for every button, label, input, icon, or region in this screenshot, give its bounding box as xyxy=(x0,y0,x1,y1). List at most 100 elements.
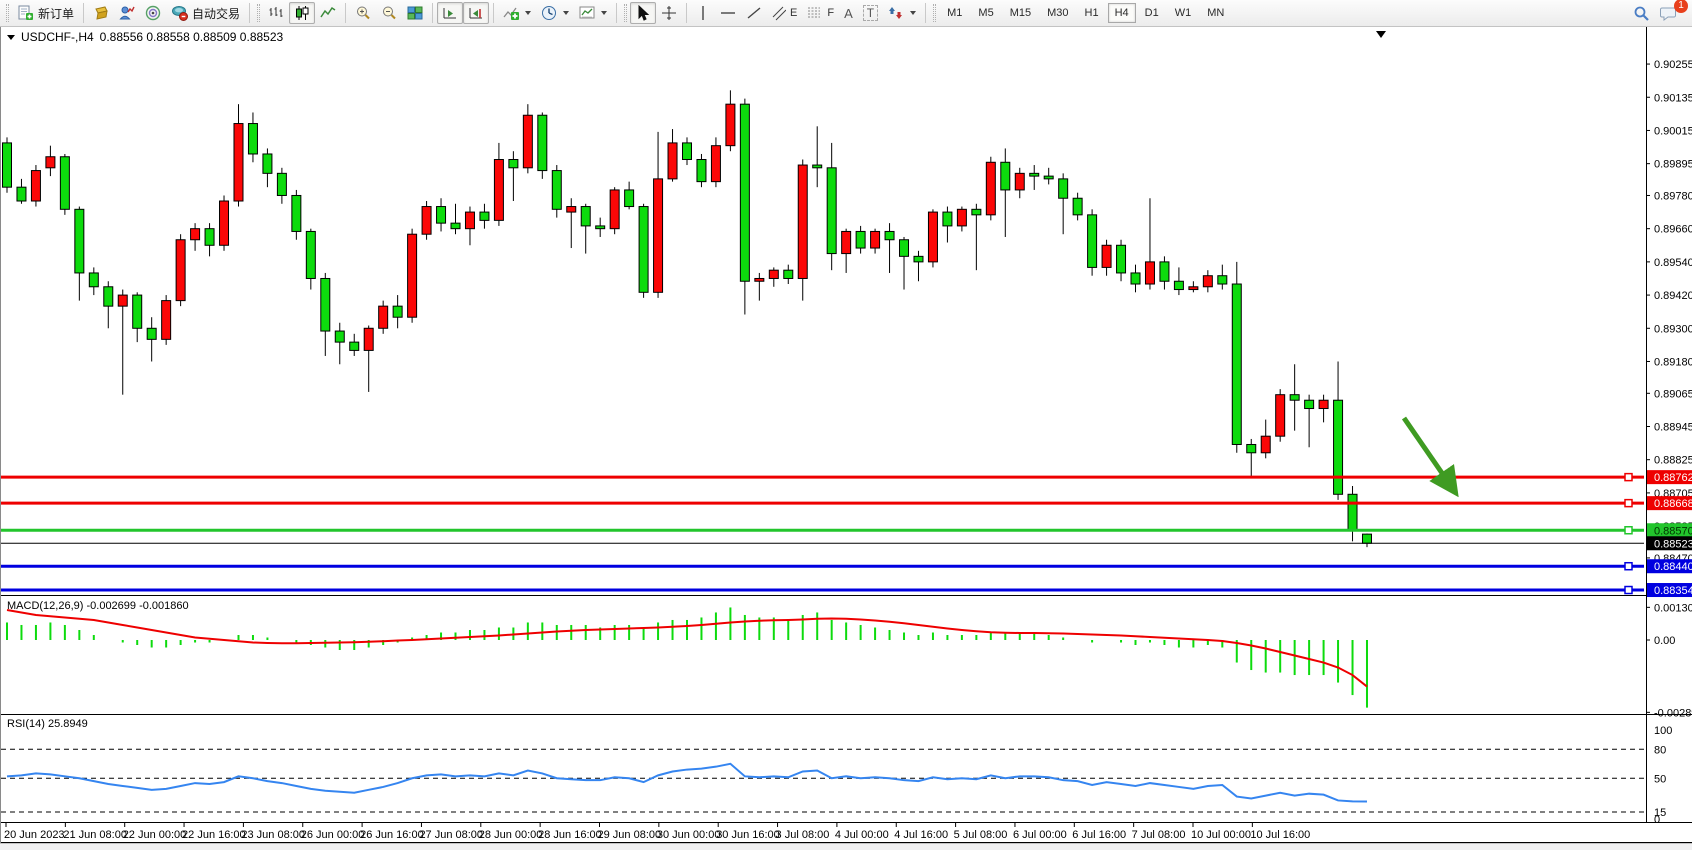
candle-bullish[interactable] xyxy=(45,156,56,169)
candle-bearish[interactable] xyxy=(146,327,157,340)
candle-bullish[interactable] xyxy=(667,142,678,180)
fibonacci-tool-button[interactable]: F xyxy=(802,2,839,24)
level-handle[interactable] xyxy=(1624,585,1633,595)
templates-button[interactable] xyxy=(574,2,612,24)
candle-bullish[interactable] xyxy=(797,164,808,279)
candle-bullish[interactable] xyxy=(30,170,41,202)
candle-bullish[interactable] xyxy=(421,206,432,235)
candle-bullish[interactable] xyxy=(768,269,779,279)
candle-bullish[interactable] xyxy=(870,230,881,249)
candle-bearish[interactable] xyxy=(1304,399,1315,410)
candle-bearish[interactable] xyxy=(899,239,910,257)
candle-bearish[interactable] xyxy=(826,167,837,255)
candle-bearish[interactable] xyxy=(1087,214,1098,268)
candle-bearish[interactable] xyxy=(1058,178,1069,199)
level-handle[interactable] xyxy=(1624,526,1633,535)
candle-bearish[interactable] xyxy=(1246,443,1257,454)
candle-bullish[interactable] xyxy=(1260,435,1271,454)
candle-bearish[interactable] xyxy=(508,159,519,169)
candle-bearish[interactable] xyxy=(1347,493,1358,531)
candle-bearish[interactable] xyxy=(88,272,99,288)
notifications-button[interactable]: 1 xyxy=(1655,0,1688,24)
line-chart-mode-button[interactable] xyxy=(315,2,341,24)
candle-bullish[interactable] xyxy=(725,103,736,147)
candle-bearish[interactable] xyxy=(913,255,924,263)
search-button[interactable] xyxy=(1628,2,1655,24)
candle-bullish[interactable] xyxy=(378,305,389,329)
candle-bearish[interactable] xyxy=(812,164,823,169)
vertical-line-tool-button[interactable] xyxy=(691,2,715,24)
bar-chart-mode-button[interactable] xyxy=(263,2,289,24)
chart-canvas[interactable]: 0.90255 0.90135 0.90015 0.89895 0.89780 0.896… xyxy=(1,27,1692,843)
timeframe-button-h1[interactable]: H1 xyxy=(1084,7,1099,19)
channel-tool-button[interactable]: E xyxy=(767,2,802,24)
candle-bullish[interactable] xyxy=(754,277,765,282)
timeframe-button-m1[interactable]: M1 xyxy=(947,7,963,19)
candle-bearish[interactable] xyxy=(1072,197,1083,216)
candle-bearish[interactable] xyxy=(276,172,287,196)
candle-bullish[interactable] xyxy=(190,228,201,241)
candle-bullish[interactable] xyxy=(175,239,186,302)
candle-bearish[interactable] xyxy=(551,170,562,210)
candle-bullish[interactable] xyxy=(1188,286,1199,291)
candle-bearish[interactable] xyxy=(855,230,866,249)
trendline-tool-button[interactable] xyxy=(741,2,767,24)
candlestick-mode-button[interactable] xyxy=(289,2,316,24)
chart-shift-button[interactable] xyxy=(463,2,490,24)
level-handle[interactable] xyxy=(1624,472,1633,482)
candle-bearish[interactable] xyxy=(1333,399,1344,495)
candle-bearish[interactable] xyxy=(349,341,360,351)
candle-bearish[interactable] xyxy=(103,286,114,307)
timeframe-button-w1[interactable]: W1 xyxy=(1174,7,1192,19)
candle-bullish[interactable] xyxy=(161,300,172,340)
candle-bearish[interactable] xyxy=(942,211,953,227)
strategy-tester-button[interactable] xyxy=(140,2,166,24)
candle-bullish[interactable] xyxy=(117,294,128,307)
candle-bearish[interactable] xyxy=(1043,175,1054,180)
candle-bearish[interactable] xyxy=(436,206,447,224)
candle-bearish[interactable] xyxy=(537,114,548,172)
candle-bullish[interactable] xyxy=(1202,275,1213,288)
candle-bearish[interactable] xyxy=(1130,272,1141,285)
candle-bearish[interactable] xyxy=(971,208,982,216)
candle-bearish[interactable] xyxy=(204,228,215,246)
label-tool-button[interactable]: T xyxy=(858,2,883,24)
candle-bearish[interactable] xyxy=(320,277,331,332)
candle-bearish[interactable] xyxy=(595,225,606,230)
candle-bullish[interactable] xyxy=(653,178,664,293)
candle-bearish[interactable] xyxy=(1000,161,1011,191)
toolbar-grip[interactable] xyxy=(6,4,9,22)
candle-bearish[interactable] xyxy=(16,186,27,202)
candle-bullish[interactable] xyxy=(363,327,374,351)
candle-bullish[interactable] xyxy=(956,208,967,227)
zoom-out-button[interactable] xyxy=(376,2,402,24)
toolbar-grip[interactable] xyxy=(933,4,937,22)
candle-bullish[interactable] xyxy=(1144,261,1155,285)
candle-bearish[interactable] xyxy=(1173,280,1184,291)
candle-bearish[interactable] xyxy=(247,123,258,155)
timeframe-button-h4[interactable]: H4 xyxy=(1107,3,1136,23)
candle-bullish[interactable] xyxy=(493,159,504,221)
candle-bearish[interactable] xyxy=(783,269,794,279)
new-order-button[interactable]: 新订单 xyxy=(12,2,79,24)
candle-bearish[interactable] xyxy=(1029,172,1040,177)
toolbar-grip[interactable] xyxy=(624,4,628,22)
candle-bullish[interactable] xyxy=(1275,394,1286,437)
data-window-button[interactable] xyxy=(114,2,140,24)
candle-bearish[interactable] xyxy=(884,230,895,241)
candle-bearish[interactable] xyxy=(624,189,635,208)
annotation-arrow-down[interactable] xyxy=(1401,416,1459,498)
candle-bearish[interactable] xyxy=(305,230,316,279)
candle-bearish[interactable] xyxy=(1231,283,1242,445)
cursor-tool-button[interactable] xyxy=(630,2,657,24)
candle-bullish[interactable] xyxy=(841,230,852,255)
candle-bearish[interactable] xyxy=(59,156,70,210)
candle-bearish[interactable] xyxy=(450,222,461,230)
candle-bearish[interactable] xyxy=(1361,533,1372,544)
candle-bearish[interactable] xyxy=(739,103,750,282)
market-watch-button[interactable] xyxy=(88,2,114,24)
candle-bullish[interactable] xyxy=(1318,399,1329,410)
candle-bearish[interactable] xyxy=(2,142,12,188)
candle-bearish[interactable] xyxy=(74,208,85,274)
chart-collapse-icon[interactable] xyxy=(7,34,15,40)
